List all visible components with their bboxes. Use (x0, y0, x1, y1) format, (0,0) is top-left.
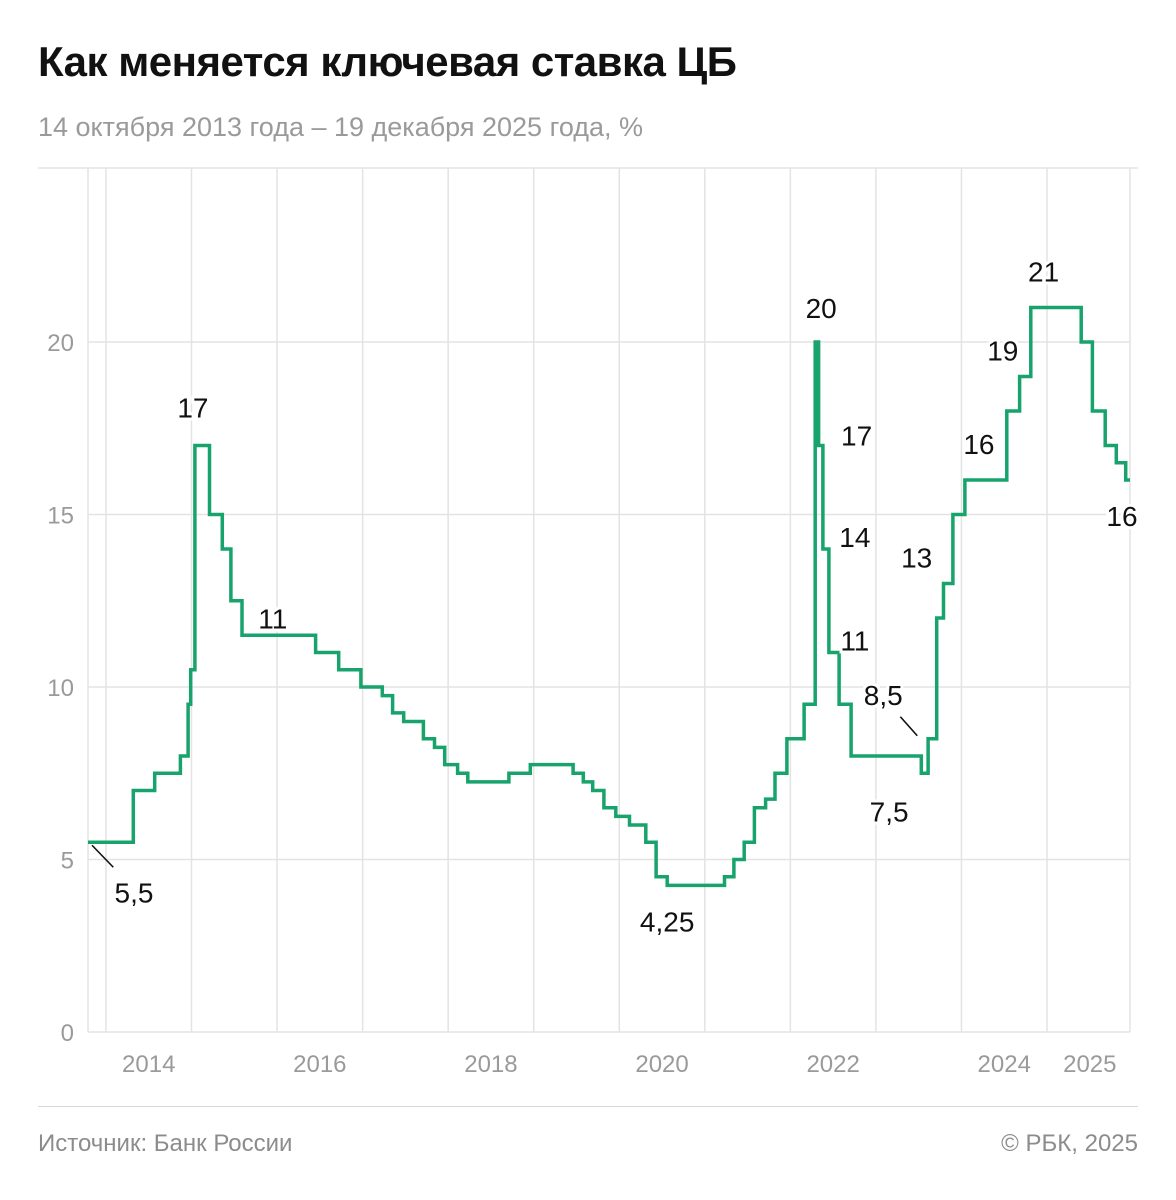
annotation-label: 7,5 (870, 796, 909, 827)
annotation-leader (899, 716, 918, 737)
copyright-note: © РБК, 2025 (1001, 1130, 1138, 1157)
y-tick-label: 0 (61, 1020, 74, 1047)
annotation-label: 21 (1028, 257, 1059, 288)
x-tick-label: 2025 (1063, 1051, 1116, 1078)
annotation-label: 19 (987, 336, 1018, 367)
annotations: 5,5 17 11 4,25 20 17 14 11 7,5 8,5 13 16 19 21 16 (91, 254, 1141, 940)
x-tick-label: 2014 (122, 1051, 175, 1078)
annotation-label: 13 (901, 543, 932, 574)
annotation-label: 11 (258, 604, 287, 635)
y-tick-label: 20 (47, 330, 74, 357)
chart-title: Как меняется ключевая ставка ЦБ (38, 38, 737, 85)
footer-divider (38, 1106, 1138, 1107)
annotation-label: 16 (963, 429, 994, 460)
annotation-label: 17 (177, 393, 208, 424)
x-tick-label: 2020 (635, 1051, 688, 1078)
annotation-label: 5,5 (115, 877, 154, 908)
annotation-label: 17 (841, 421, 872, 452)
y-tick-label: 5 (61, 848, 74, 875)
annotation-label: 16 (1106, 501, 1137, 532)
annotation-label: 20 (806, 293, 837, 324)
annotation-label: 11 (840, 626, 869, 657)
x-tick-label: 2024 (978, 1051, 1031, 1078)
annotation-leader (91, 844, 114, 868)
y-tick-label: 10 (47, 675, 74, 702)
annotation-label: 8,5 (864, 680, 903, 711)
rate-series (88, 305, 1130, 888)
x-tick-label: 2022 (806, 1051, 859, 1078)
annotation-label: 4,25 (640, 906, 695, 937)
chart-subtitle: 14 октября 2013 года – 19 декабря 2025 г… (38, 112, 644, 142)
annotation-label: 14 (839, 522, 870, 553)
y-tick-label: 15 (47, 503, 74, 530)
x-tick-label: 2018 (464, 1051, 517, 1078)
source-note: Источник: Банк России (38, 1130, 293, 1157)
x-tick-label: 2016 (293, 1051, 346, 1078)
rate-step-line (88, 305, 1130, 888)
